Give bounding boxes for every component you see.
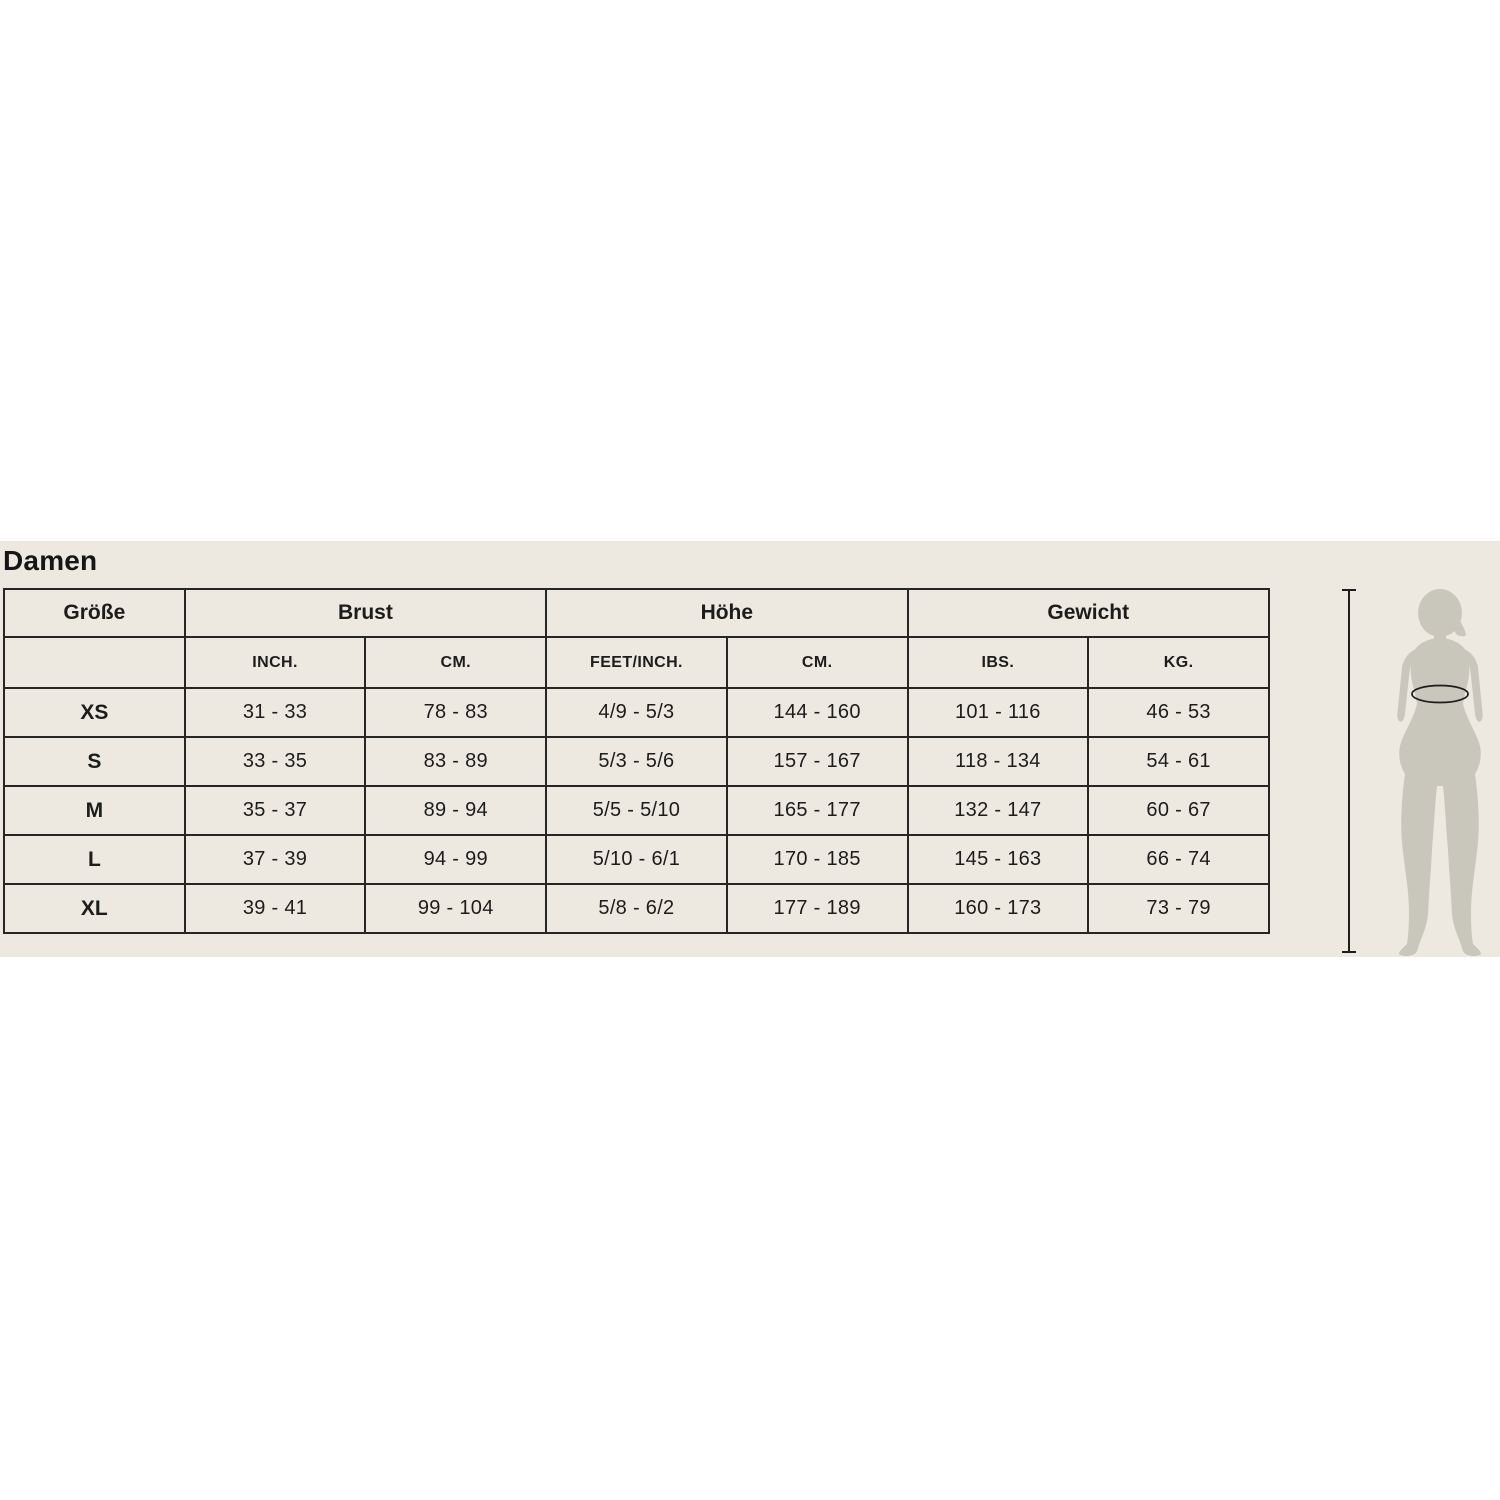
table-row-xl: XL 39 - 41 99 - 104 5/8 - 6/2 177 - 189 …	[3, 883, 1270, 934]
measurement-cell: 35 - 37	[183, 785, 367, 836]
measurement-cell: 99 - 104	[364, 883, 548, 934]
measurement-cell: 66 - 74	[1087, 834, 1270, 885]
size-cell: XL	[3, 883, 186, 934]
measurement-cell: 160 - 173	[906, 883, 1090, 934]
measurement-cell: 157 - 167	[725, 736, 909, 787]
height-measurement-line	[1348, 589, 1350, 953]
table-row-s: S 33 - 35 83 - 89 5/3 - 5/6 157 - 167 11…	[3, 736, 1270, 787]
table-group-header-row: Größe Brust Höhe Gewicht	[3, 588, 1271, 638]
size-table: Größe Brust Höhe Gewicht INCH. CM. FEET/…	[3, 588, 1271, 934]
measurement-cell: 144 - 160	[725, 687, 909, 738]
measurement-cell: 145 - 163	[906, 834, 1090, 885]
subheader-brust-inch: INCH.	[183, 636, 367, 689]
measurement-cell: 39 - 41	[183, 883, 367, 934]
height-line-bottom-cap	[1342, 951, 1356, 953]
height-line-top-cap	[1342, 589, 1356, 591]
size-cell: M	[3, 785, 186, 836]
hair-flip-shape	[1453, 616, 1466, 637]
subheader-gewicht-kg: KG.	[1087, 636, 1270, 689]
measurement-cell: 177 - 189	[725, 883, 909, 934]
subheader-hoehe-cm: CM.	[725, 636, 909, 689]
female-silhouette	[1397, 589, 1483, 956]
measurement-cell: 54 - 61	[1087, 736, 1270, 787]
col-header-groesse: Größe	[3, 588, 186, 638]
measurement-cell: 118 - 134	[906, 736, 1090, 787]
measurement-cell: 89 - 94	[364, 785, 548, 836]
left-arm-shape	[1397, 649, 1416, 722]
table-row-xs: XS 31 - 33 78 - 83 4/9 - 5/3 144 - 160 1…	[3, 687, 1270, 738]
measurement-cell: 78 - 83	[364, 687, 548, 738]
measurement-cell: 33 - 35	[183, 736, 367, 787]
measurement-cell: 165 - 177	[725, 785, 909, 836]
bust-measurement-ellipse	[1411, 684, 1469, 704]
size-chart-band: Damen Größe Brust Höhe Gewicht INCH. CM.…	[0, 541, 1500, 957]
female-body-shape	[1397, 589, 1483, 956]
measurement-cell: 132 - 147	[906, 785, 1090, 836]
subheader-brust-cm: CM.	[364, 636, 548, 689]
size-cell: S	[3, 736, 186, 787]
measurement-cell: 5/3 - 5/6	[545, 736, 728, 787]
page-title: Damen	[3, 545, 98, 576]
measurement-cell: 170 - 185	[725, 834, 909, 885]
measurement-cell: 73 - 79	[1087, 883, 1270, 934]
right-arm-shape	[1464, 649, 1483, 722]
measurement-cell: 31 - 33	[183, 687, 367, 738]
table-row-m: M 35 - 37 89 - 94 5/5 - 5/10 165 - 177 1…	[3, 785, 1270, 836]
table-row-l: L 37 - 39 94 - 99 5/10 - 6/1 170 - 185 1…	[3, 834, 1270, 885]
measurement-cell: 5/10 - 6/1	[545, 834, 728, 885]
col-header-brust: Brust	[183, 588, 548, 638]
table-subheader-row: INCH. CM. FEET/INCH. CM. IBS. KG.	[3, 636, 1270, 689]
size-cell: L	[3, 834, 186, 885]
torso-shape	[1399, 638, 1481, 786]
measurement-cell: 37 - 39	[183, 834, 367, 885]
measurement-cell: 83 - 89	[364, 736, 548, 787]
measurement-cell: 60 - 67	[1087, 785, 1270, 836]
measurement-cell: 101 - 116	[906, 687, 1090, 738]
col-header-hoehe: Höhe	[545, 588, 909, 638]
subheader-gewicht-ibs: IBS.	[906, 636, 1090, 689]
size-cell: XS	[3, 687, 186, 738]
measurement-cell: 94 - 99	[364, 834, 548, 885]
measurement-cell: 5/8 - 6/2	[545, 883, 728, 934]
measurement-cell: 46 - 53	[1087, 687, 1270, 738]
col-header-gewicht: Gewicht	[906, 588, 1271, 638]
measurement-cell: 4/9 - 5/3	[545, 687, 728, 738]
left-leg-shape	[1399, 774, 1438, 956]
head-shape	[1418, 589, 1462, 637]
subheader-empty	[3, 636, 186, 689]
measurement-cell: 5/5 - 5/10	[545, 785, 728, 836]
right-leg-shape	[1442, 774, 1481, 956]
subheader-hoehe-feetinch: FEET/INCH.	[545, 636, 728, 689]
